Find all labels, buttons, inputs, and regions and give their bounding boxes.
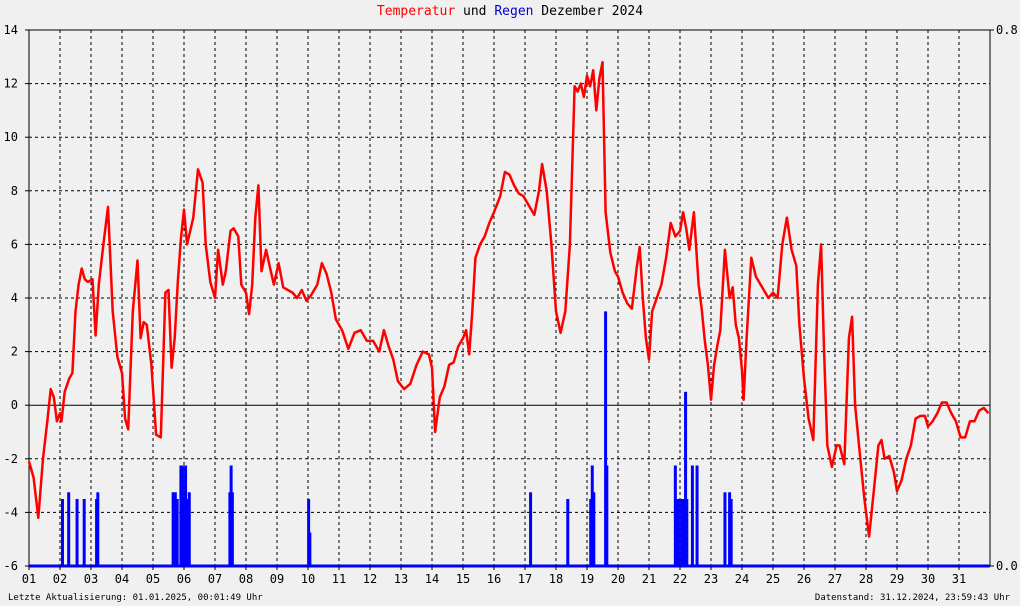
rain-bar [67,492,71,566]
x-tick-label: 06 [177,572,191,586]
rain-bar [529,492,533,566]
x-tick-label: 28 [859,572,873,586]
rain-bar [96,492,100,566]
rain-bar [589,499,593,566]
y-tick-label: 4 [11,291,18,305]
x-tick-label: 10 [301,572,315,586]
rain-bar [75,499,79,566]
x-tick-label: 27 [828,572,842,586]
rain-bar [673,465,677,566]
rain-bar [682,499,686,566]
title-temperature: Temperatur [376,4,456,19]
y-tick-label: -4 [4,505,18,519]
y2-tick-label: 0.8 [996,23,1018,37]
rain-bar [230,492,234,566]
data-status-text: Datenstand: 31.12.2024, 23:59:43 Uhr [814,593,1010,603]
rain-bar [604,311,608,566]
rain-bar [60,499,64,566]
y2-tick-label: 0.0 [996,559,1018,573]
title-rain: Regen [494,4,534,19]
rain-bar [723,492,727,566]
y-tick-label: 2 [11,345,18,359]
x-tick-label: 02 [53,572,67,586]
x-tick-label: 01 [22,572,36,586]
x-tick-label: 29 [890,572,904,586]
last-update-text: Letzte Aktualisierung: 01.01.2025, 00:01… [8,593,263,603]
rain-bar [590,465,594,566]
rain-bar [184,465,188,566]
y-tick-label: 0 [11,398,18,412]
x-tick-label: 12 [363,572,377,586]
rain-bar [179,465,183,566]
rain-bar [605,465,609,566]
y-tick-label: 6 [11,237,18,251]
x-tick-label: 25 [766,572,780,586]
rain-bar [182,499,186,566]
y-tick-label: 12 [4,77,18,91]
x-tick-label: 08 [239,572,253,586]
x-tick-label: 24 [735,572,749,586]
x-tick-label: 31 [952,572,966,586]
rain-bar [592,492,596,566]
y-tick-label: -2 [4,452,18,466]
x-tick-label: 03 [84,572,98,586]
y-tick-label: 14 [4,23,18,37]
rain-bar [684,391,688,566]
grid [29,30,990,566]
y-tick-label: 10 [4,130,18,144]
rain-bar [566,499,570,566]
rain-bar [680,499,684,566]
x-tick-label: 30 [921,572,935,586]
title-and: und [455,4,495,19]
tick-labels: 01 02 03 04 05 06 07 08 09 10 11 12 13 14 15 16 17 18 19 20… [4,23,1018,586]
x-tick-label: 22 [673,572,687,586]
temperature-line [27,60,990,538]
temperature-series [27,60,990,538]
x-tick-label: 15 [456,572,470,586]
x-tick-label: 23 [704,572,718,586]
title-month: Dezember 2024 [533,4,644,19]
rain-bar [728,492,732,566]
x-tick-label: 20 [611,572,625,586]
y-tick-label: 8 [11,184,18,198]
x-tick-label: 04 [115,572,129,586]
x-tick-label: 05 [146,572,160,586]
rain-bar [171,492,175,566]
x-tick-label: 21 [642,572,656,586]
x-tick-label: 13 [394,572,408,586]
x-tick-label: 11 [332,572,346,586]
x-tick-label: 07 [208,572,222,586]
chart-title: Temperatur und Regen Dezember 2024 [0,4,1020,19]
rain-bar [676,499,680,566]
rain-bar [185,499,189,566]
rain-bar [690,465,694,566]
y-tick-label: -6 [4,559,18,573]
x-tick-label: 14 [425,572,439,586]
x-tick-label: 09 [270,572,284,586]
rain-series [60,311,733,566]
rain-bar [175,499,179,566]
x-tick-label: 18 [549,572,563,586]
rain-bar [82,499,86,566]
rain-bar [695,465,699,566]
rain-bar [180,465,184,566]
x-tick-label: 26 [797,572,811,586]
x-tick-label: 17 [518,572,532,586]
rain-bar [173,492,177,566]
rain-bar [729,499,733,566]
rain-bar [675,499,679,566]
x-tick-label: 19 [580,572,594,586]
rain-bar [187,492,191,566]
rain-bar [685,499,689,566]
rain-bar [308,532,312,566]
x-tick-label: 16 [487,572,501,586]
